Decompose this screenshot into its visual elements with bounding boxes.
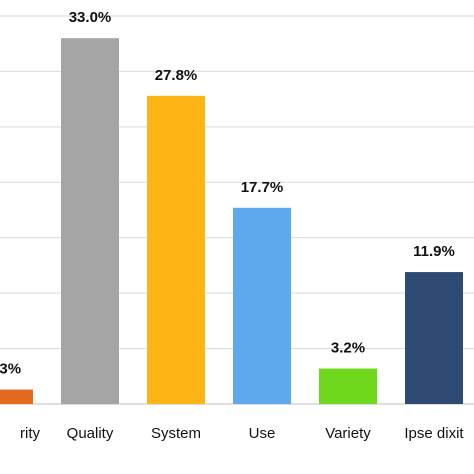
value-label: 27.8% <box>155 67 198 84</box>
x-tick-label: System <box>151 425 201 442</box>
value-label: 3.2% <box>331 339 365 356</box>
bar <box>61 38 119 405</box>
x-tick-label: rity <box>20 425 40 442</box>
x-tick-label: Ipse dixit <box>404 425 464 442</box>
bar <box>0 389 33 404</box>
bar <box>405 272 463 404</box>
value-label: 17.7% <box>241 179 284 196</box>
value-label: 33.0% <box>69 9 112 26</box>
x-tick-label: Use <box>249 425 276 442</box>
x-tick-label: Quality <box>67 425 114 442</box>
value-label: 1.3% <box>0 361 21 378</box>
bar <box>233 207 291 404</box>
bar <box>147 95 205 405</box>
bar <box>319 368 377 404</box>
value-label: 11.9% <box>413 243 455 260</box>
x-tick-label: Variety <box>325 425 371 442</box>
